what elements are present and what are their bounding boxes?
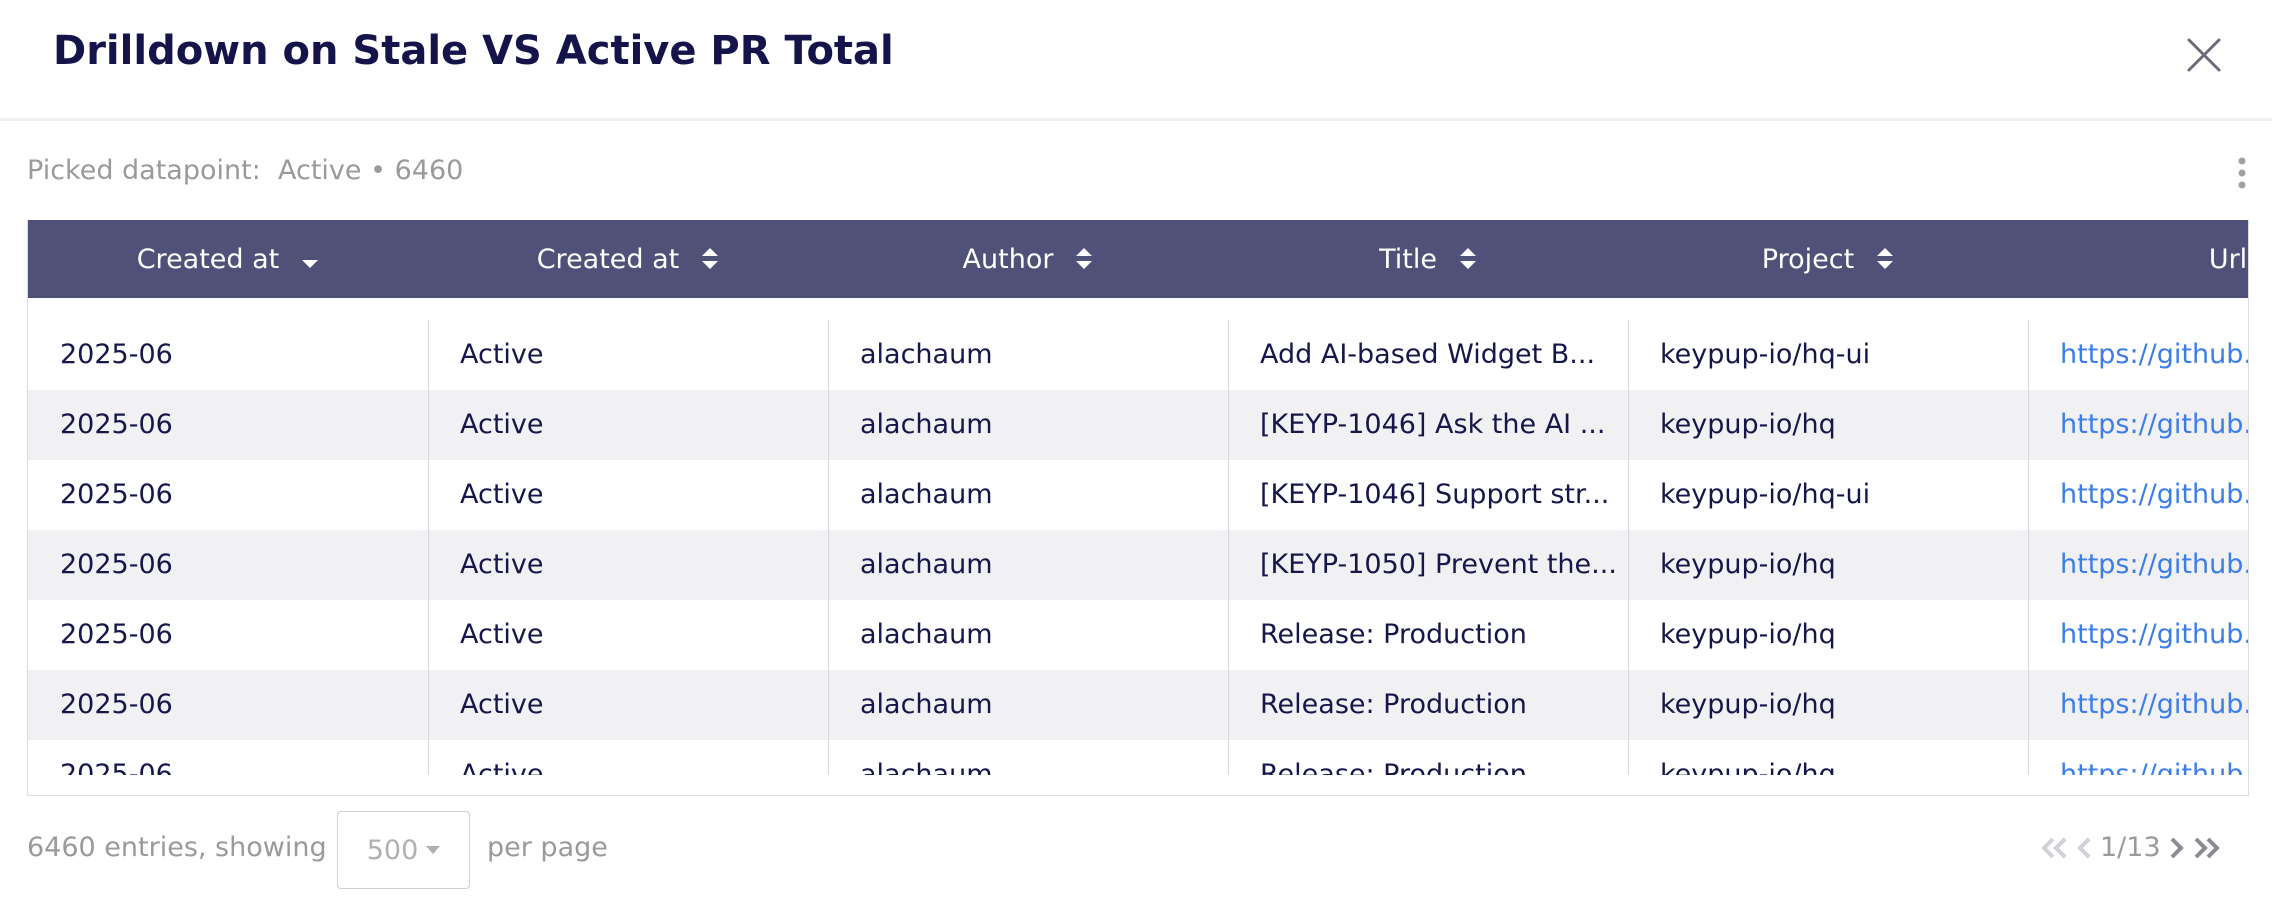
table-row: 2025-06 Active alachaum Release: Production… [28, 600, 2248, 670]
table-row: 2025-06 Active alachaum [KEYP-1050] Prevent… [28, 530, 2248, 600]
table-cell: 2025-06 [60, 409, 173, 440]
table-cell: 2025-06 [60, 759, 173, 775]
column-title: Created at [536, 243, 680, 275]
url-cell[interactable]: https://github.c [2060, 479, 2248, 510]
url-cell[interactable]: https://github.c [2060, 689, 2248, 720]
table-cell: alachaum [860, 759, 993, 775]
table-cell: 2025-06 [60, 689, 173, 720]
table-cell: keypup-io/hq [1660, 759, 1836, 775]
divider [0, 118, 2272, 121]
sort-icon[interactable] [701, 246, 719, 272]
url-cell[interactable]: https://github.c [2060, 409, 2248, 440]
column-title: Created at [136, 243, 280, 275]
table-body: 2025-06 Active alachaum Add AI-based Widget… [28, 320, 2248, 775]
table-cell: alachaum [860, 479, 993, 510]
sort-icon[interactable] [1876, 246, 1894, 272]
per-page-select[interactable]: 500 [337, 811, 470, 889]
column-separator [1628, 320, 1629, 775]
sort-icon[interactable] [1459, 246, 1477, 272]
sort-icon[interactable] [1075, 246, 1093, 272]
table-cell: alachaum [860, 549, 993, 580]
table-cell: Release: Production [1260, 759, 1527, 775]
table-cell: keypup-io/hq [1660, 689, 1836, 720]
table-cell: 2025-06 [60, 619, 173, 650]
table-cell: Active [460, 549, 544, 580]
table-cell: Active [460, 689, 544, 720]
table-row: 2025-06 Active alachaum Release: Production… [28, 740, 2248, 775]
column-header[interactable]: Created at [28, 220, 428, 298]
page-indicator: 1/13 [2100, 832, 2161, 863]
column-header[interactable]: Project [1628, 220, 2028, 298]
table-cell: alachaum [860, 409, 993, 440]
table-cell: [KEYP-1046] Ask the AI ... [1260, 409, 1606, 440]
column-separator [1228, 320, 1229, 775]
column-title: Title [1379, 243, 1437, 275]
menu-button[interactable] [2236, 157, 2248, 189]
table-row: 2025-06 Active alachaum Add AI-based Widget… [28, 320, 2248, 390]
close-button[interactable] [2186, 37, 2222, 73]
table-header: Created at Created at Author Title Project Ur… [28, 220, 2248, 298]
data-table: Created at Created at Author Title Project Ur… [27, 220, 2249, 796]
picked-value: Active • 6460 [277, 155, 464, 186]
table-cell: Add AI-based Widget B... [1260, 339, 1596, 370]
table-cell: keypup-io/hq-ui [1660, 479, 1871, 510]
table-cell: Active [460, 409, 544, 440]
table-cell: 2025-06 [60, 549, 173, 580]
column-separator [828, 320, 829, 775]
table-cell: alachaum [860, 619, 993, 650]
picked-datapoint: Picked datapoint: Active • 6460 [27, 155, 463, 186]
column-title: Project [1761, 243, 1855, 275]
next-page[interactable] [2167, 836, 2185, 860]
prev-page[interactable] [2076, 836, 2094, 860]
modal-title: Drilldown on Stale VS Active PR Total [53, 28, 894, 74]
table-cell: Active [460, 339, 544, 370]
table-cell: 2025-06 [60, 339, 173, 370]
sort-icon[interactable] [301, 246, 319, 272]
table-cell: Active [460, 479, 544, 510]
column-header[interactable]: Url [2028, 220, 2248, 298]
table-row: 2025-06 Active alachaum [KEYP-1046] Ask the… [28, 390, 2248, 460]
column-separator [428, 320, 429, 775]
dropdown-caret [426, 846, 441, 854]
table-cell: Release: Production [1260, 619, 1527, 650]
column-title: Author [962, 243, 1054, 275]
per-page-label: per page [487, 832, 608, 863]
column-separator [2028, 320, 2029, 775]
table-row: 2025-06 Active alachaum [KEYP-1046] Support… [28, 460, 2248, 530]
url-cell[interactable]: https://github.c [2060, 339, 2248, 370]
table-cell: Release: Production [1260, 689, 1527, 720]
table-cell: keypup-io/hq [1660, 619, 1836, 650]
per-page-value: 500 [366, 834, 419, 866]
url-cell[interactable]: https://github.c [2060, 759, 2248, 775]
picked-label: Picked datapoint: [27, 155, 261, 186]
last-page[interactable] [2191, 836, 2221, 860]
pagination: 1/13 [2040, 832, 2221, 863]
table-cell: Active [460, 759, 544, 775]
table-cell: Active [460, 619, 544, 650]
table-cell: [KEYP-1050] Prevent the... [1260, 549, 1616, 580]
table-cell: keypup-io/hq [1660, 409, 1836, 440]
url-cell[interactable]: https://github.c [2060, 619, 2248, 650]
first-page[interactable] [2040, 836, 2070, 860]
column-header[interactable]: Created at [428, 220, 828, 298]
column-header[interactable]: Title [1228, 220, 1628, 298]
url-cell[interactable]: https://github.c [2060, 549, 2248, 580]
table-cell: alachaum [860, 689, 993, 720]
column-title: Url [2208, 243, 2248, 275]
table-cell: 2025-06 [60, 479, 173, 510]
entries-count: 6460 entries, showing [27, 832, 327, 863]
column-header[interactable]: Author [828, 220, 1228, 298]
table-cell: alachaum [860, 339, 993, 370]
table-cell: [KEYP-1046] Support str... [1260, 479, 1610, 510]
table-row: 2025-06 Active alachaum Release: Production… [28, 670, 2248, 740]
table-cell: keypup-io/hq [1660, 549, 1836, 580]
table-cell: keypup-io/hq-ui [1660, 339, 1871, 370]
